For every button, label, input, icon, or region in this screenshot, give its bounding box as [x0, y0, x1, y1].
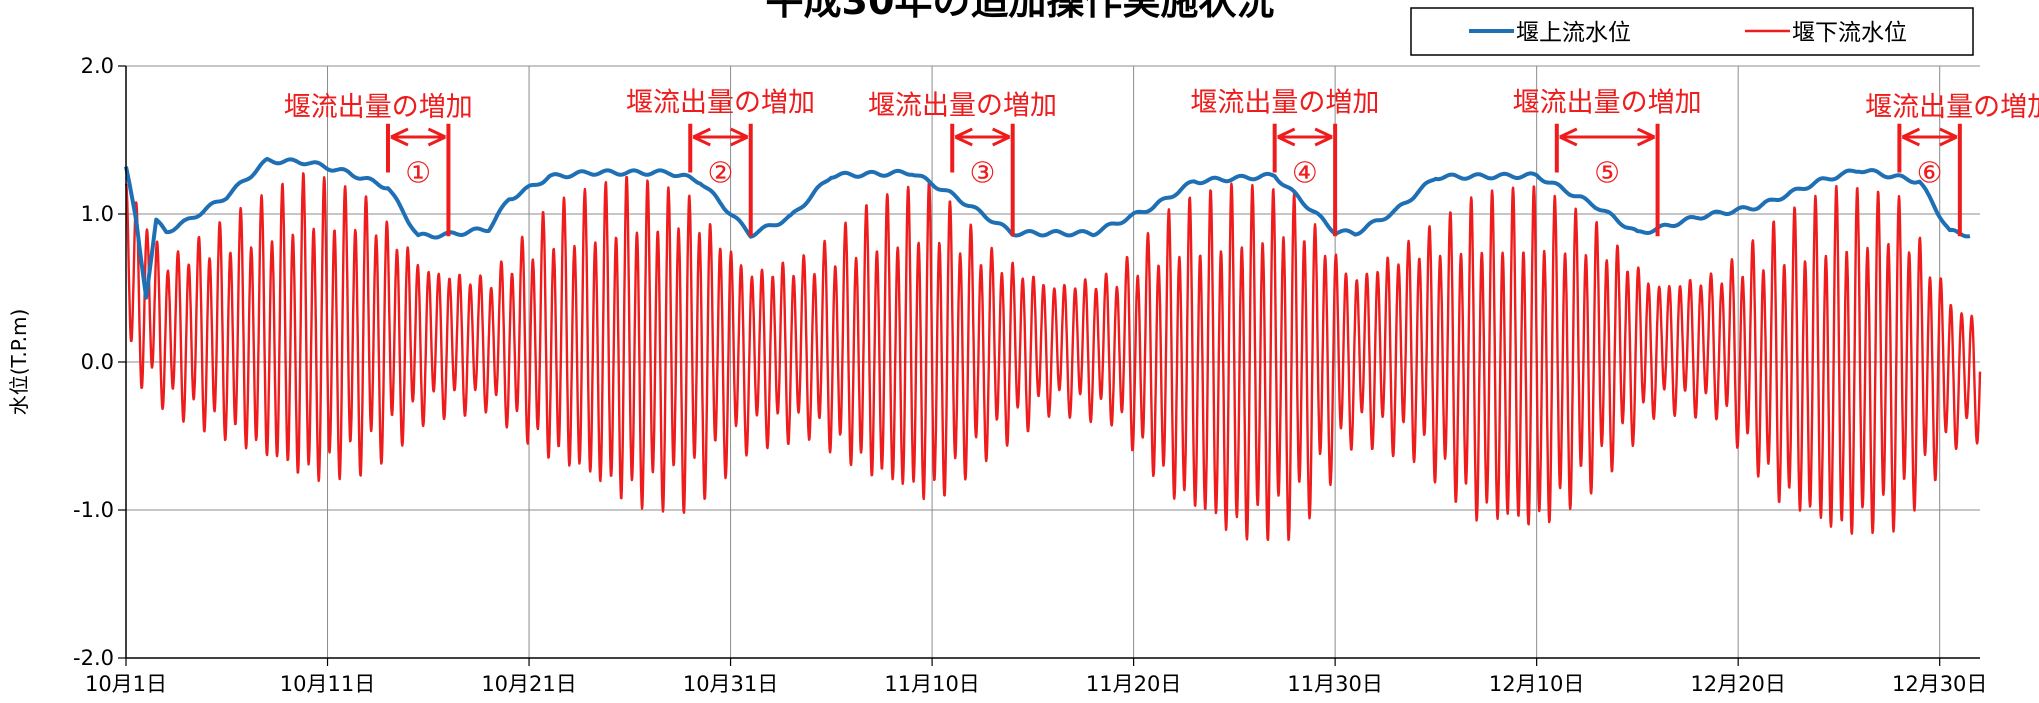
annotation-arrowhead-left	[390, 127, 409, 147]
x-tick-label: 12月30日	[1892, 672, 1987, 696]
series-line-downstream	[124, 172, 1982, 542]
x-tick-label: 10月11日	[280, 672, 375, 696]
series-line-upstream	[124, 156, 1971, 300]
annotation-arrowhead-right	[1636, 127, 1656, 147]
annotation-3: 堰流出量の増加 ③	[868, 90, 1057, 237]
legend-label-downstream: 堰下流水位	[1792, 20, 1907, 46]
y-tick-label: -2.0	[73, 646, 114, 670]
legend: 堰上流水位 堰下流水位	[1410, 7, 1974, 56]
x-tick-label: 11月30日	[1287, 672, 1382, 696]
y-tick-label: 2.0	[81, 54, 114, 78]
annotation-arrowhead-right	[1939, 127, 1958, 147]
annotation-arrowhead-right	[1314, 127, 1333, 147]
annotation-6: 堰流出量の増加 ⑥	[1865, 92, 2039, 237]
annotation-arrowhead-right	[730, 127, 749, 147]
annotation-5: 堰流出量の増加 ⑤	[1513, 88, 1702, 237]
annotation-number: ⑥	[1917, 156, 1943, 190]
annotation-arrowhead-right	[992, 127, 1011, 147]
annotation-label: 堰流出量の増加	[868, 90, 1057, 121]
x-tick-label: 12月10日	[1489, 672, 1584, 696]
annotation-label: 堰流出量の増加	[284, 92, 473, 123]
annotation-arrowhead-left	[1901, 127, 1921, 147]
annotation-arrowhead-left	[1277, 127, 1296, 147]
series-layer	[124, 156, 1982, 542]
legend-label-upstream: 堰上流水位	[1516, 20, 1631, 46]
annotation-2: 堰流出量の増加 ②	[626, 88, 815, 237]
y-tick-label: -1.0	[73, 498, 114, 522]
annotation-arrowhead-left	[954, 127, 973, 147]
x-tick-label: 11月20日	[1086, 672, 1181, 696]
annotation-arrowhead-left	[692, 127, 711, 147]
y-axis-label: 水位(T.P.m)	[7, 309, 31, 416]
x-tick-label: 10月1日	[85, 672, 167, 696]
annotation-number: ③	[969, 156, 995, 190]
x-tick-label: 10月31日	[683, 672, 778, 696]
annotation-number: ④	[1292, 156, 1318, 190]
annotation-layer: 堰流出量の増加 ① 堰流出量の増加 ② 堰流出量の増加 ③ 堰流出量の増加 ④ 堰流出量の増加 ⑤…	[284, 88, 2039, 237]
annotation-label: 堰流出量の増加	[1865, 92, 2039, 123]
chart-title: 平成30年の追加操作実施状況	[766, 0, 1275, 23]
annotation-label: 堰流出量の増加	[626, 88, 815, 119]
y-tick-label: 1.0	[81, 202, 114, 226]
annotation-label: 堰流出量の増加	[1190, 88, 1379, 119]
x-tick-label: 12月20日	[1690, 672, 1785, 696]
annotation-4: 堰流出量の増加 ④	[1190, 88, 1379, 237]
annotation-number: ⑤	[1594, 156, 1620, 190]
annotation-1: 堰流出量の増加 ①	[284, 92, 473, 237]
annotation-number: ②	[707, 156, 733, 190]
annotation-arrowhead-right	[427, 127, 447, 147]
x-tick-label: 11月10日	[884, 672, 979, 696]
y-tick-label: 0.0	[81, 350, 114, 374]
annotation-label: 堰流出量の増加	[1513, 88, 1702, 119]
x-tick-label: 10月21日	[481, 672, 576, 696]
annotation-arrowhead-left	[1559, 127, 1578, 147]
annotation-number: ①	[405, 156, 431, 190]
